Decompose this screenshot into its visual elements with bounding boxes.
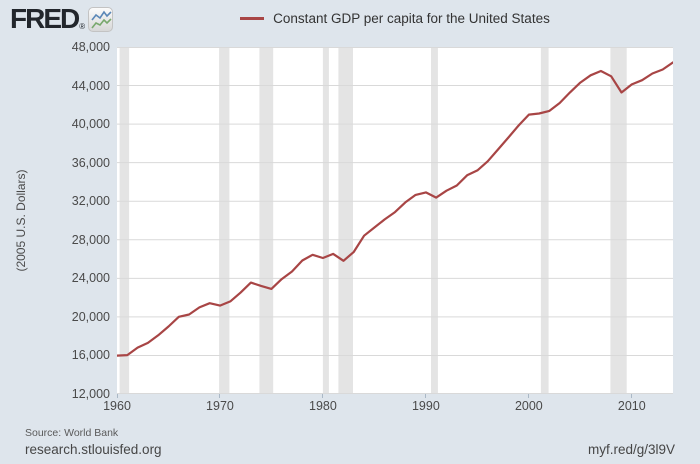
y-tick-label: 20,000 — [71, 309, 110, 324]
footer-bar: research.stlouisfed.org myf.red/g/3l9V — [25, 442, 675, 457]
x-tick-mark — [322, 394, 324, 398]
recession-band — [338, 47, 353, 394]
recession-band — [322, 47, 329, 394]
x-tick-mark — [631, 394, 633, 398]
recession-band — [219, 47, 230, 394]
short-url-link[interactable]: myf.red/g/3l9V — [587, 442, 675, 457]
x-tick-mark — [425, 394, 427, 398]
y-tick-label: 44,000 — [71, 78, 110, 93]
registered-mark: ® — [79, 22, 86, 31]
plot-area[interactable] — [117, 47, 673, 394]
recession-band — [119, 47, 130, 394]
y-tick-label: 16,000 — [71, 348, 110, 363]
x-tick-label: 2000 — [514, 399, 543, 413]
y-tick-label: 40,000 — [71, 117, 110, 132]
y-tick-label: 32,000 — [71, 194, 110, 209]
recession-band — [431, 47, 438, 394]
y-tick-label: 28,000 — [71, 232, 110, 247]
site-link[interactable]: research.stlouisfed.org — [25, 442, 162, 457]
y-axis-tick-labels: 12,000 16,000 20,000 24,000 28,000 32,000 36,0… — [0, 40, 110, 401]
x-tick-mark — [219, 394, 221, 398]
x-tick-label: 2010 — [617, 399, 646, 413]
x-tick-label: 1990 — [411, 399, 440, 413]
sparkline-icon — [88, 6, 114, 32]
x-tick-label: 1980 — [309, 399, 337, 413]
x-tick-mark — [116, 394, 118, 398]
y-tick-label: 12,000 — [71, 387, 110, 401]
recession-band — [259, 47, 274, 394]
y-tick-label: 24,000 — [71, 271, 110, 286]
x-tick-label: 1960 — [103, 399, 131, 413]
y-tick-label: 36,000 — [71, 155, 110, 170]
legend-line-swatch — [240, 17, 265, 20]
x-tick-label: 1970 — [206, 399, 234, 413]
fred-logo-text: FRED — [10, 3, 80, 34]
fred-logo[interactable]: FRED ® — [10, 3, 114, 34]
recession-band — [540, 47, 549, 394]
recession-band — [610, 47, 627, 394]
x-axis-tick-labels: 1960 1970 1980 1990 2000 2010 — [103, 394, 673, 418]
y-tick-label: 48,000 — [71, 40, 110, 54]
x-tick-mark — [528, 394, 530, 398]
legend: Constant GDP per capita for the United S… — [117, 11, 673, 26]
gdp-line-series[interactable] — [117, 61, 673, 357]
legend-label: Constant GDP per capita for the United S… — [273, 11, 550, 26]
source-text: Source: World Bank — [25, 427, 119, 439]
